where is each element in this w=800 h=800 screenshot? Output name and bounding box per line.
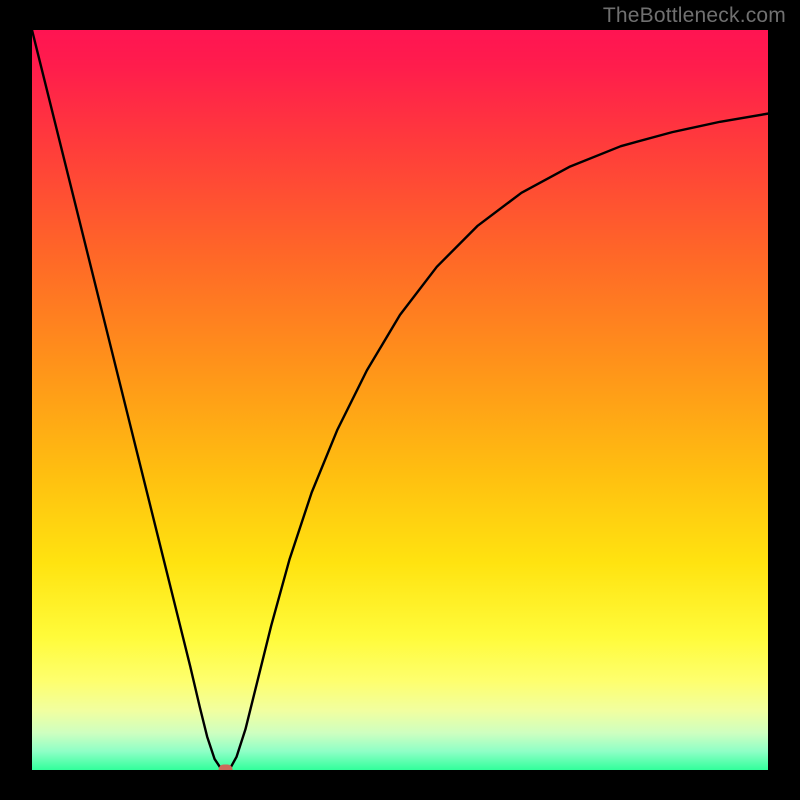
chart-background [32, 30, 768, 770]
chart-container: TheBottleneck.com [0, 0, 800, 800]
bottleneck-chart [32, 30, 768, 770]
watermark-text: TheBottleneck.com [603, 4, 786, 28]
